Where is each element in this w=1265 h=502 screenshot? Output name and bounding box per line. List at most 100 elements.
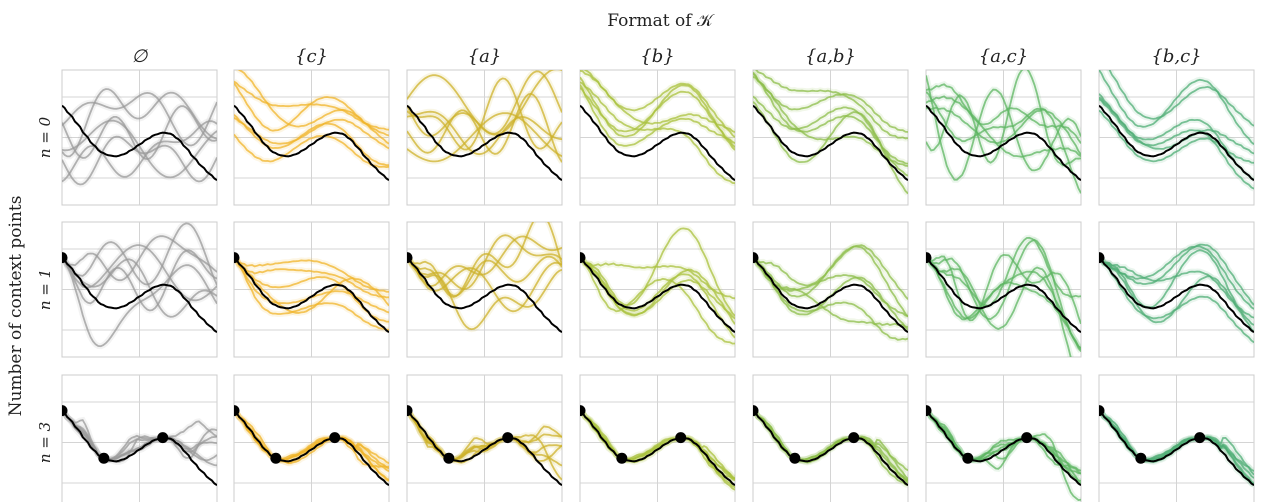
sample-line [1099,70,1254,146]
sample-line [407,235,562,288]
series-group [407,405,562,487]
true-function-line [926,256,1081,334]
figure-ylabel: Number of context points [6,196,26,417]
sample-line [62,120,217,183]
sample-line [1099,109,1254,164]
sample-line [1099,98,1254,190]
context-point [98,452,110,464]
subplot-0-2 [406,69,563,206]
sample-line [62,249,217,312]
sample-line [62,91,217,147]
column-label: {a} [468,46,502,67]
series-group [1099,405,1254,488]
sample-line [926,106,1081,156]
context-point [926,252,932,264]
sample-line [407,70,562,136]
sample-line [234,256,389,314]
true-function-line [580,104,735,182]
context-point [1099,405,1105,417]
sample-line [1099,245,1254,310]
column-label: {c} [295,46,328,67]
true-function-line [1099,104,1254,182]
subplot-0-6 [1098,69,1255,206]
context-point [234,252,240,264]
subplot-0-3 [579,69,736,206]
context-point [848,432,860,444]
true-function-line [62,256,217,334]
subplot-2-0 [61,374,218,502]
context-point [580,252,586,264]
true-function-line [1099,256,1254,334]
sample-line [580,81,735,185]
sample-line [926,75,1081,181]
context-point [580,405,586,417]
subplot-1-4 [752,221,909,358]
sample-line [407,112,562,163]
subplot-2-2 [406,374,563,502]
row-label: n = 1 [36,269,54,310]
subplot-2-1 [233,374,390,502]
sample-line [1108,70,1254,127]
sample-line [234,256,389,331]
true-function-line [234,104,389,182]
series-group [580,405,735,493]
sample-line [407,77,562,151]
subplot-1-2 [406,221,563,358]
series-group [1099,241,1254,345]
sample-line [580,256,735,345]
sample-line [926,256,1072,357]
true-function-line [1099,409,1254,487]
context-point [329,432,341,444]
sample-line [62,244,217,302]
column-label: ∅ [132,46,149,67]
true-function-line [753,409,908,487]
sample-line [234,409,389,465]
context-point [1135,452,1147,464]
sample-line [407,409,562,467]
series-group [926,405,1081,502]
sample-line [580,227,735,317]
true-function-line [753,256,908,334]
subplot-1-1 [233,221,390,358]
sample-line [580,87,735,148]
sample-line [62,235,217,282]
subplot-1-5 [925,221,1082,358]
context-point [1099,252,1105,264]
subplot-grid: ∅ {c} {a} {b} {a,b} {a,c} {b,c} n = 0 n = 1 n = 3 [36,46,1255,502]
context-point [675,432,687,444]
sample-line [753,409,908,482]
context-point [789,452,801,464]
context-point [157,432,169,444]
series-group [580,70,735,187]
context-point [407,252,413,264]
subplot-2-3 [579,374,736,502]
series-group [407,70,562,182]
sample-line [234,256,389,323]
sample-line [234,80,389,131]
context-point [753,405,759,417]
series-group [753,242,908,343]
sample-line [62,222,217,286]
subplot-1-0 [61,221,218,358]
sample-line [753,71,908,165]
true-function-line [580,409,735,487]
sample-line [926,239,1081,349]
subplot-2-4 [752,374,909,502]
true-function-line [234,409,389,487]
sample-line [62,105,217,161]
row-label: n = 3 [36,422,54,463]
sample-line [1099,256,1254,333]
context-point [407,405,413,417]
sample-line [926,253,1081,325]
series-group [407,222,562,334]
context-point [443,452,455,464]
true-function-line [580,256,735,334]
series-group [234,70,389,182]
context-point [62,405,68,417]
sample-line [234,256,389,293]
sample-line [234,256,389,299]
true-function-line [234,256,389,334]
sample-line [753,73,908,133]
subplot-0-1 [233,69,390,206]
